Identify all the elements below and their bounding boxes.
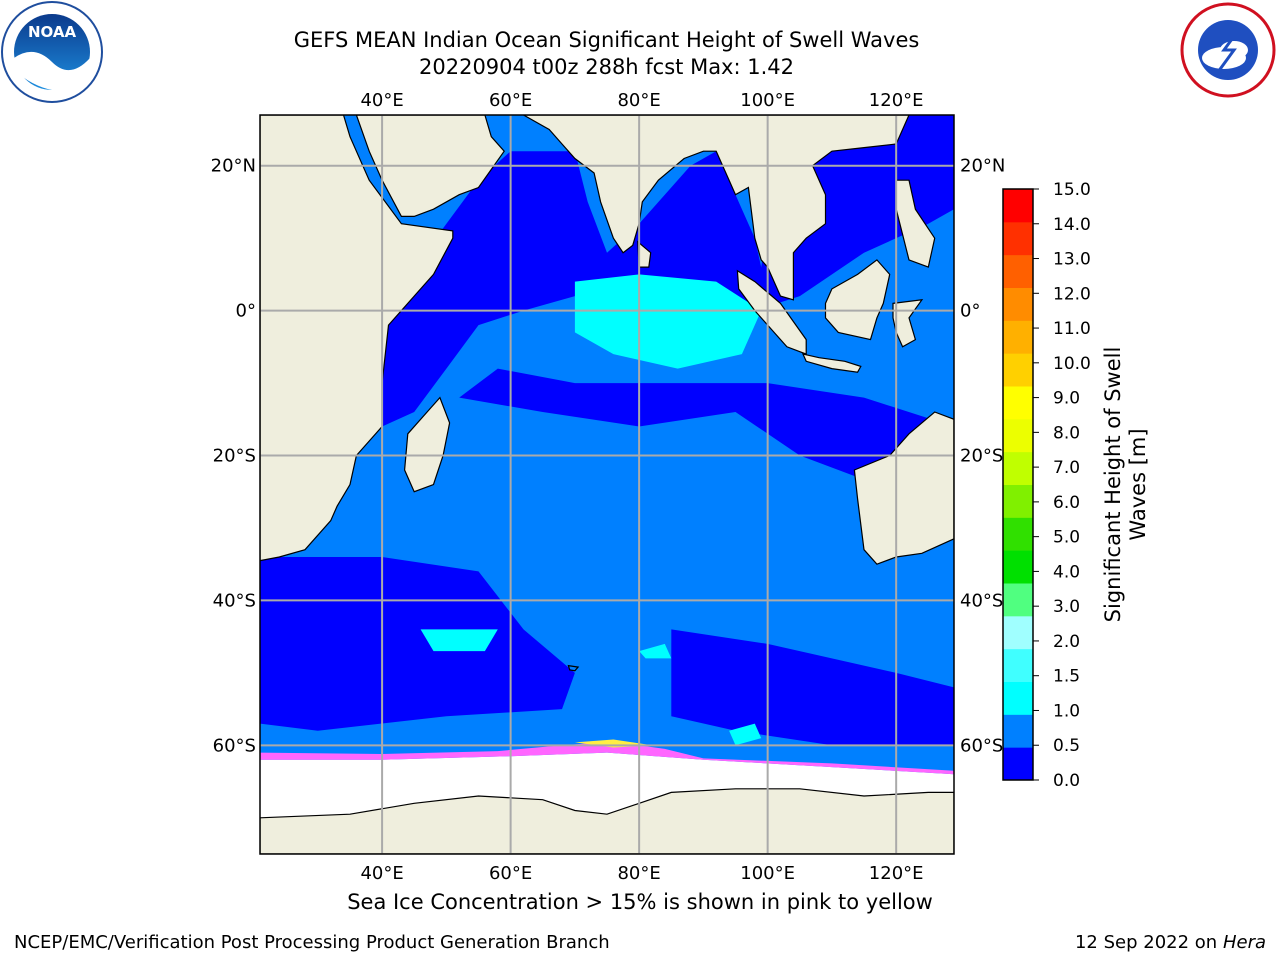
swell-height-field xyxy=(260,115,954,854)
colorbar-swatch-14 xyxy=(1003,287,1033,321)
colorbar-swatch-3 xyxy=(1003,648,1033,682)
lat-label-left-0: 20°N xyxy=(211,156,256,177)
colorbar-swatch-6 xyxy=(1003,550,1033,584)
map-title: GEFS MEAN Indian Ocean Significant Heigh… xyxy=(293,28,920,52)
colorbar-tick-label-16: 14.0 xyxy=(1053,215,1091,235)
credit-line: NCEP/EMC/Verification Post Processing Pr… xyxy=(14,932,610,953)
lon-label-top-2: 80°E xyxy=(617,90,660,111)
sea-ice-note: Sea Ice Concentration > 15% is shown in … xyxy=(347,890,933,914)
colorbar-tick-label-11: 9.0 xyxy=(1053,389,1080,409)
colorbar-tick-label-17: 15.0 xyxy=(1053,180,1091,200)
ice-edge-pink xyxy=(260,741,954,775)
colorbar-tick-label-9: 7.0 xyxy=(1053,458,1080,478)
colorbar-label-line-1: Waves [m] xyxy=(1126,428,1150,540)
colorbar-swatch-1 xyxy=(1003,714,1033,748)
colorbar-tick-label-13: 11.0 xyxy=(1053,319,1091,339)
colorbar-tick-label-12: 10.0 xyxy=(1053,354,1091,374)
map-subtitle: 20220904 t00z 288h fcst Max: 1.42 xyxy=(419,55,794,79)
swell-region-low-1 xyxy=(671,629,954,746)
colorbar-swatch-4 xyxy=(1003,615,1033,650)
swell-region-high-0 xyxy=(574,274,762,369)
swell-region-low-2 xyxy=(350,151,768,441)
map-frame xyxy=(259,114,955,855)
colorbar-swatch-10 xyxy=(1003,418,1033,453)
landmass-4 xyxy=(403,396,451,493)
colorbar-tick-label-6: 4.0 xyxy=(1053,562,1080,582)
lon-label-bottom-1: 60°E xyxy=(489,863,532,884)
colorbar-tick-label-0: 0.0 xyxy=(1053,771,1080,791)
colorbar-label-line-0: Significant Height of Swell xyxy=(1101,347,1125,623)
colorbar-tick-label-3: 1.5 xyxy=(1053,667,1080,687)
colorbar-swatch-15 xyxy=(1003,254,1033,288)
swell-region-low-3 xyxy=(459,368,954,514)
colorbar-tick-label-7: 5.0 xyxy=(1053,528,1080,548)
lon-label-top-1: 60°E xyxy=(489,90,532,111)
noaa-logo: NOAA xyxy=(1,1,103,103)
lon-label-top-3: 100°E xyxy=(740,90,795,111)
swell-region-high-1 xyxy=(420,629,498,652)
colorbar-swatch-13 xyxy=(1003,320,1033,354)
lat-label-right-3: 40°S xyxy=(960,590,1003,611)
colorbar-tick-label-15: 13.0 xyxy=(1053,250,1091,270)
lat-lon-grid xyxy=(260,115,954,854)
lat-label-right-2: 20°S xyxy=(960,446,1003,467)
colorbar-swatch-0 xyxy=(1003,747,1033,781)
colorbar-swatch-12 xyxy=(1003,353,1033,387)
run-date-text: 12 Sep 2022 on xyxy=(1074,932,1218,953)
land-mask xyxy=(260,115,954,854)
lon-label-bottom-2: 80°E xyxy=(617,863,660,884)
lat-label-left-4: 60°S xyxy=(213,735,256,756)
colorbar-tick-label-1: 0.5 xyxy=(1053,736,1080,756)
landmass-0 xyxy=(260,115,454,562)
lat-label-left-1: 0° xyxy=(236,301,256,322)
landmass-11 xyxy=(260,788,954,854)
lat-label-right-0: 20°N xyxy=(960,156,1005,177)
run-date: 12 Sep 2022 on Hera xyxy=(1075,932,1266,953)
colorbar-tick-label-5: 3.0 xyxy=(1053,597,1080,617)
axis-tick-labels: 40°E 40°E 60°E 60°E 80°E 80°E 100°E 100°E 120°E 1… xyxy=(211,90,1006,884)
colorbar-tick-label-2: 1.0 xyxy=(1053,701,1080,721)
colorbar-tick-label-4: 2.0 xyxy=(1053,632,1080,652)
landmass-7 xyxy=(801,353,862,373)
colorbar-swatch-9 xyxy=(1003,451,1033,485)
lat-label-right-1: 0° xyxy=(960,301,980,322)
colorbar: 0.0 0.5 1.0 1.5 2.0 3.0 4.0 5.0 6.0 7.0 8.0 9.0 10.0… xyxy=(1002,180,1150,791)
colorbar-tick-label-10: 8.0 xyxy=(1053,423,1080,443)
landmass-6 xyxy=(824,259,891,341)
landmass-10 xyxy=(853,411,954,565)
colorbar-swatch-11 xyxy=(1003,386,1033,420)
lat-label-left-2: 20°S xyxy=(213,446,256,467)
lon-label-bottom-3: 100°E xyxy=(740,863,795,884)
swell-region-high-3 xyxy=(729,723,762,746)
swell-region-high-2 xyxy=(639,643,672,659)
nws-logo xyxy=(1180,2,1276,98)
colorbar-swatch-16 xyxy=(1003,221,1033,256)
kerguelen-island xyxy=(567,664,580,672)
colorbar-swatch-5 xyxy=(1003,583,1033,617)
lon-label-bottom-0: 40°E xyxy=(360,863,403,884)
lon-label-bottom-4: 120°E xyxy=(869,863,924,884)
svg-text:NOAA: NOAA xyxy=(28,23,77,41)
lat-label-right-4: 60°S xyxy=(960,735,1003,756)
colorbar-tick-label-14: 12.0 xyxy=(1053,284,1091,304)
colorbar-swatch-2 xyxy=(1003,681,1033,715)
colorbar-swatch-7 xyxy=(1003,517,1033,551)
landmass-2 xyxy=(522,115,910,301)
colorbar-tick-label-8: 6.0 xyxy=(1053,493,1080,513)
lon-label-top-0: 40°E xyxy=(360,90,403,111)
lon-label-top-4: 120°E xyxy=(869,90,924,111)
host-name: Hera xyxy=(1222,932,1266,953)
lat-label-left-3: 40°S xyxy=(213,590,256,611)
colorbar-swatch-8 xyxy=(1003,484,1033,518)
landmass-9 xyxy=(895,179,936,268)
colorbar-frame xyxy=(1002,188,1034,781)
colorbar-swatch-17 xyxy=(1003,189,1033,223)
